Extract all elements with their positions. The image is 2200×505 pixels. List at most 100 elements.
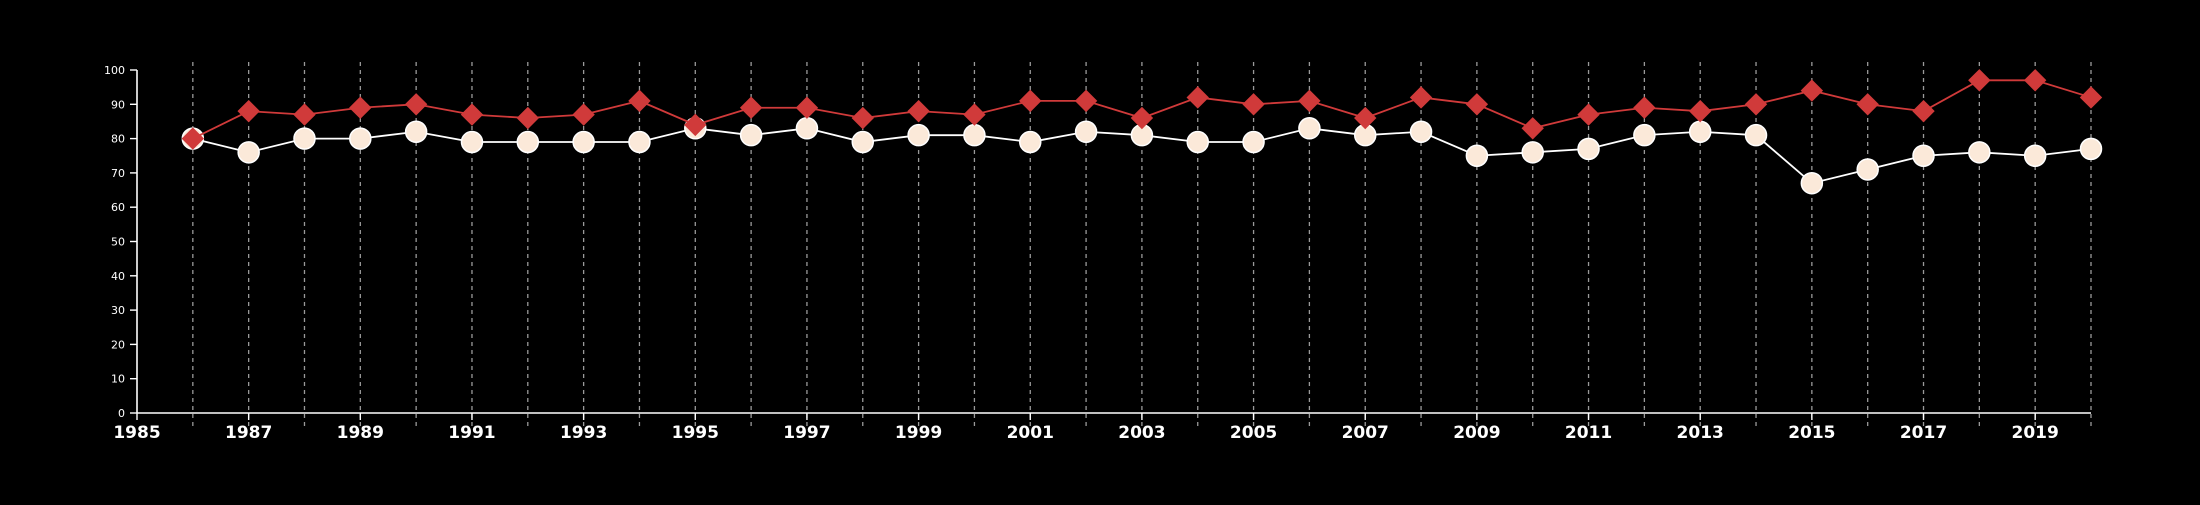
data-point-diamond-2009 [1465,93,1489,116]
data-point-circle-2004 [1186,130,1209,154]
data-point-diamond-2018 [1968,69,1991,92]
data-point-diamond-1992 [516,106,540,130]
x-tick-label-2013: 2013 [1677,423,1724,443]
y-tick-label-0: 0 [118,407,125,420]
x-tick-label-1999: 1999 [895,423,942,443]
data-point-circle-2017 [1912,144,1935,167]
data-point-diamond-2019 [2023,69,2047,92]
y-tick-label-70: 70 [111,167,125,180]
data-point-diamond-2004 [1186,86,1209,109]
x-tick-label-1989: 1989 [337,423,384,443]
data-point-circle-1992 [516,130,540,154]
x-tick-label-2003: 2003 [1118,423,1165,443]
data-point-diamond-1995 [684,113,707,137]
data-point-circle-2000 [963,123,986,147]
data-point-diamond-2015 [1800,79,1824,102]
data-point-diamond-1996 [739,96,763,119]
data-point-diamond-1987 [237,99,260,123]
x-tick-label-1985: 1985 [113,423,160,443]
series-diamond [181,69,2103,150]
data-point-circle-2008 [1409,120,1433,143]
data-point-diamond-1994 [628,89,651,113]
series-group [181,69,2103,195]
data-point-circle-2010 [1521,141,1544,164]
data-point-circle-1997 [795,117,819,140]
y-tick-label-80: 80 [111,133,125,146]
x-tick-label-1991: 1991 [448,423,495,443]
y-tick-label-40: 40 [111,270,125,283]
data-point-circle-1991 [460,130,484,154]
data-point-circle-1989 [349,127,372,150]
data-point-diamond-1991 [460,103,484,126]
x-tick-label-1997: 1997 [783,423,830,443]
axes: 0 10 20 30 40 50 60 70 80 90 100 1985 1987 1989 1991 19… [104,64,2091,443]
data-point-circle-2019 [2023,144,2047,167]
y-tick-label-10: 10 [111,373,125,386]
x-tick-label-1987: 1987 [225,423,272,443]
data-point-circle-1994 [628,130,651,154]
y-tick-label-90: 90 [111,98,125,111]
data-point-diamond-2016 [1856,93,1879,116]
x-tick-label-2011: 2011 [1565,423,1612,443]
data-point-diamond-2000 [963,103,986,126]
data-point-circle-2016 [1856,158,1879,181]
data-point-circle-2020 [2079,137,2103,161]
x-tick-label-1995: 1995 [672,423,719,443]
x-tick-label-2007: 2007 [1342,423,1389,443]
data-point-circle-2011 [1577,137,1600,161]
data-point-diamond-2002 [1074,89,1098,113]
x-tick-label-2001: 2001 [1007,423,1054,443]
data-point-circle-2013 [1688,120,1712,143]
data-point-diamond-2014 [1744,93,1768,116]
data-point-diamond-1989 [349,96,372,119]
data-point-circle-2006 [1298,117,1321,140]
data-point-diamond-2020 [2079,86,2103,109]
data-point-diamond-1988 [293,103,316,126]
data-point-circle-2012 [1633,123,1656,147]
data-point-diamond-1986 [181,127,205,150]
data-point-diamond-2001 [1019,89,1042,113]
data-point-diamond-2012 [1633,96,1656,119]
data-point-circle-1999 [907,123,930,147]
series-circle [181,117,2103,195]
data-point-circle-2015 [1800,171,1824,195]
y-tick-label-30: 30 [111,304,125,317]
data-point-circle-2001 [1019,130,1042,154]
data-point-circle-2014 [1744,123,1768,147]
y-tick-label-100: 100 [104,64,125,77]
y-tick-label-50: 50 [111,236,125,249]
data-point-diamond-1998 [851,106,874,130]
data-point-diamond-2006 [1298,89,1321,113]
x-tick-label-2019: 2019 [2012,423,2059,443]
data-point-circle-2009 [1465,144,1489,167]
data-point-diamond-1999 [907,99,930,123]
data-point-diamond-2007 [1354,106,1377,130]
x-tick-label-2017: 2017 [1900,423,1947,443]
x-tick-label-2015: 2015 [1788,423,1835,443]
x-tick-label-1993: 1993 [560,423,607,443]
data-point-diamond-2017 [1912,99,1935,123]
data-point-circle-2005 [1242,130,1265,154]
data-point-diamond-2011 [1577,103,1600,126]
data-point-diamond-2010 [1521,117,1544,140]
x-tick-label-2009: 2009 [1453,423,1500,443]
data-point-circle-1990 [404,120,428,143]
data-point-circle-1988 [293,127,316,150]
x-tick-label-2005: 2005 [1230,423,1277,443]
data-point-diamond-2013 [1688,99,1712,123]
data-point-circle-1996 [739,123,763,147]
data-point-diamond-2005 [1242,93,1265,116]
data-point-circle-1998 [851,130,875,154]
data-point-diamond-1997 [795,96,819,119]
data-point-circle-1993 [572,130,595,154]
data-point-circle-1987 [237,141,260,164]
data-point-circle-2018 [1968,141,1991,164]
y-tick-label-60: 60 [111,201,125,214]
data-point-diamond-2003 [1130,106,1154,130]
y-tick-label-20: 20 [111,338,125,351]
data-point-diamond-1990 [404,93,428,116]
data-point-diamond-2008 [1409,86,1433,109]
data-point-diamond-1993 [572,103,595,126]
